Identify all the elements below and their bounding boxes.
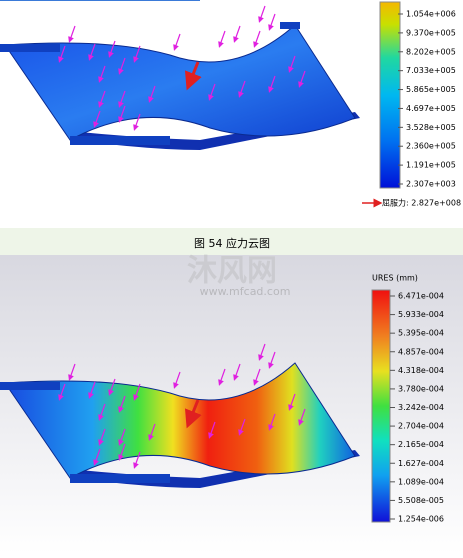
scale-label: 5.865e+005 bbox=[406, 85, 456, 94]
scale-label: 5.933e-004 bbox=[398, 310, 444, 319]
scale-label: 5.508e-005 bbox=[398, 496, 444, 505]
load-arrow bbox=[118, 395, 126, 413]
scale-label: 2.704e-004 bbox=[398, 422, 444, 431]
force-arrow bbox=[184, 61, 202, 91]
load-arrow bbox=[133, 113, 141, 131]
load-arrow bbox=[218, 368, 226, 386]
load-arrow bbox=[98, 90, 106, 108]
load-arrow bbox=[58, 45, 66, 63]
scale-label: 2.307e+003 bbox=[406, 180, 456, 189]
load-arrow bbox=[298, 70, 306, 88]
load-arrow bbox=[98, 65, 106, 83]
load-arrow bbox=[253, 368, 261, 386]
scale-label: 1.054e+006 bbox=[406, 10, 456, 19]
load-arrow bbox=[133, 451, 141, 469]
load-arrow bbox=[108, 378, 116, 396]
force-arrow bbox=[184, 399, 202, 429]
load-arrow bbox=[68, 363, 76, 381]
load-arrow bbox=[133, 383, 141, 401]
load-arrow bbox=[118, 443, 126, 461]
scale-label: 1.191e+005 bbox=[406, 161, 456, 170]
stress-color-bar bbox=[379, 1, 401, 189]
load-arrow bbox=[233, 363, 241, 381]
load-arrow bbox=[93, 448, 101, 466]
load-arrow bbox=[268, 351, 276, 369]
load-arrow bbox=[298, 408, 306, 426]
scale-label: 6.471e-004 bbox=[398, 292, 444, 301]
stress-model bbox=[0, 22, 360, 150]
load-arrow bbox=[238, 80, 246, 98]
load-arrow bbox=[108, 40, 116, 58]
displacement-color-bar bbox=[371, 289, 391, 523]
load-arrow bbox=[118, 90, 126, 108]
watermark-url: www.mfcad.com bbox=[200, 285, 291, 298]
load-arrow bbox=[98, 403, 106, 421]
load-arrow bbox=[148, 85, 156, 103]
load-arrow bbox=[118, 57, 126, 75]
load-arrow bbox=[118, 105, 126, 123]
load-arrow bbox=[258, 343, 266, 361]
scale-label: 3.528e+005 bbox=[406, 123, 456, 132]
scale-label: 1.089e-004 bbox=[398, 477, 444, 486]
caption: 图 54 应力云图 bbox=[194, 236, 270, 250]
scale-label: 1.627e-004 bbox=[398, 459, 444, 468]
scale-label: 7.033e+005 bbox=[406, 66, 456, 75]
scale-label: 9.370e+005 bbox=[406, 28, 456, 37]
displacement-title: URES (mm) bbox=[372, 274, 418, 283]
load-arrow bbox=[173, 371, 181, 389]
scale-label: 4.857e-004 bbox=[398, 347, 444, 356]
caption-band bbox=[0, 228, 463, 255]
scale-label: 3.242e-004 bbox=[398, 403, 444, 412]
scale-label: 5.395e-004 bbox=[398, 329, 444, 338]
load-arrow bbox=[268, 413, 276, 431]
load-arrow bbox=[253, 30, 261, 48]
scale-label: 8.202e+005 bbox=[406, 47, 456, 56]
scale-label: 2.165e-004 bbox=[398, 440, 444, 449]
load-arrow bbox=[173, 33, 181, 51]
load-arrow bbox=[233, 25, 241, 43]
load-arrow bbox=[288, 393, 296, 411]
load-arrow bbox=[288, 55, 296, 73]
load-arrow bbox=[88, 381, 96, 399]
scale-label: 3.780e-004 bbox=[398, 384, 444, 393]
scale-label: 1.254e-006 bbox=[398, 515, 444, 524]
scale-label: 4.318e-004 bbox=[398, 366, 444, 375]
load-arrow bbox=[93, 110, 101, 128]
load-arrow bbox=[88, 43, 96, 61]
load-arrow bbox=[68, 25, 76, 43]
load-arrow bbox=[98, 428, 106, 446]
load-arrow bbox=[238, 418, 246, 436]
load-arrow bbox=[208, 421, 216, 439]
load-arrow bbox=[118, 428, 126, 446]
load-arrow bbox=[148, 423, 156, 441]
load-arrow bbox=[258, 5, 266, 23]
yield-label: 屈服力: 2.827e+008 bbox=[382, 198, 461, 208]
load-arrow bbox=[218, 30, 226, 48]
load-arrow bbox=[58, 383, 66, 401]
load-arrow bbox=[208, 83, 216, 101]
load-arrow bbox=[133, 45, 141, 63]
scale-label: 2.360e+005 bbox=[406, 142, 456, 151]
load-arrow bbox=[268, 75, 276, 93]
displacement-model bbox=[0, 362, 360, 488]
watermark-brand: 沐风网 bbox=[187, 254, 277, 289]
load-arrow bbox=[268, 13, 276, 31]
scale-label: 4.697e+005 bbox=[406, 104, 456, 113]
